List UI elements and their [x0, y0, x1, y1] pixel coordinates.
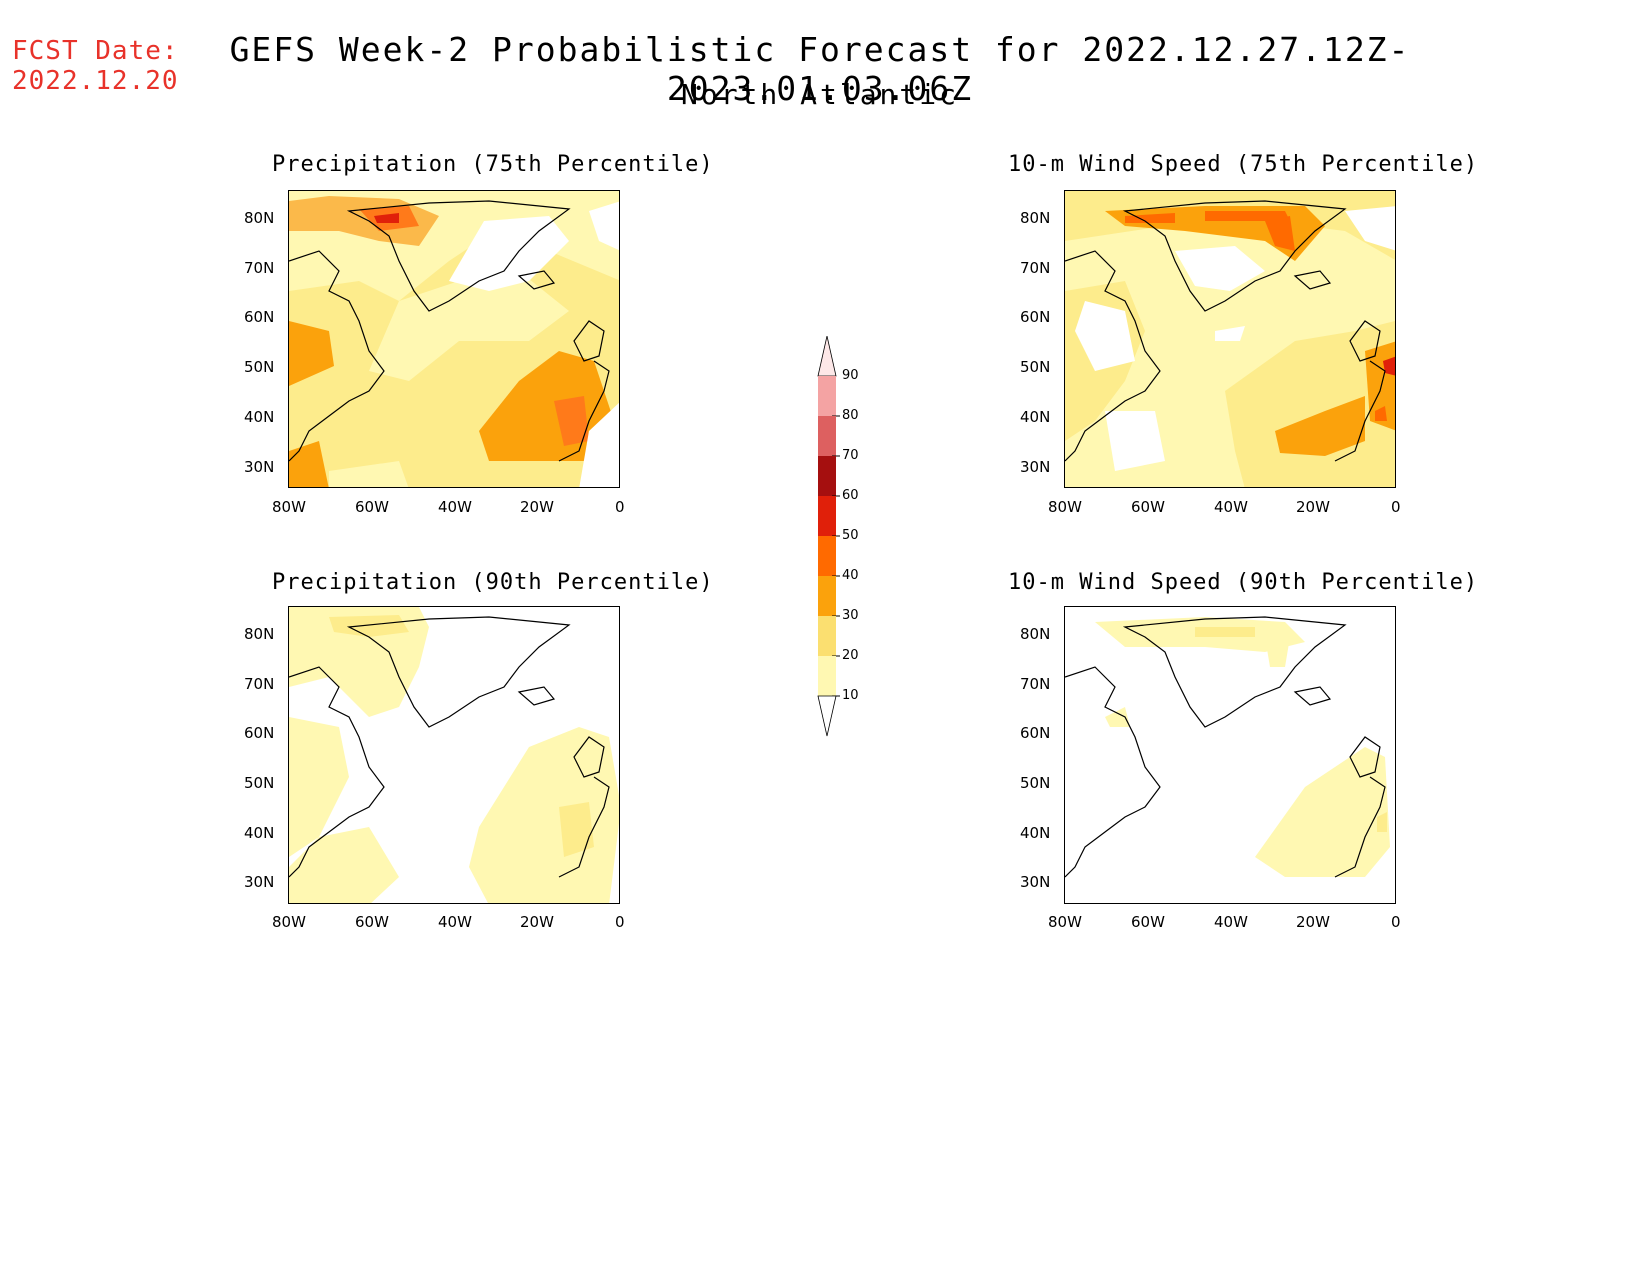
panel-title-precip-90: Precipitation (90th Percentile) [272, 570, 714, 595]
lon-label: 60W [355, 913, 389, 931]
colorbar [817, 336, 840, 737]
lat-label: 30N [1020, 873, 1051, 891]
lat-label: 40N [244, 824, 275, 842]
colorbar-level-label: 10 [842, 688, 859, 703]
lat-label: 50N [1020, 774, 1051, 792]
colorbar-level-label: 90 [842, 368, 859, 383]
colorbar-swatch [818, 376, 836, 416]
lon-label: 40W [438, 498, 472, 516]
colorbar-level-label: 80 [842, 408, 859, 423]
forecast-date-value: 2022.12.20 [12, 66, 179, 96]
lat-label: 60N [1020, 724, 1051, 742]
lon-label: 60W [1131, 913, 1165, 931]
lon-label: 0 [615, 913, 625, 931]
lon-label: 20W [520, 498, 554, 516]
map-precip-75 [288, 190, 620, 488]
lat-label: 50N [244, 774, 275, 792]
lat-label: 50N [1020, 358, 1051, 376]
lon-label: 0 [615, 498, 625, 516]
colorbar-level-label: 60 [842, 488, 859, 503]
colorbar-level-label: 30 [842, 608, 859, 623]
lon-label: 20W [1296, 498, 1330, 516]
region-subtitle: North Atlantic [680, 78, 959, 111]
forecast-date-label: FCST Date: [12, 36, 179, 66]
lat-label: 40N [244, 408, 275, 426]
lat-label: 30N [244, 873, 275, 891]
lat-label: 60N [244, 724, 275, 742]
lat-label: 40N [1020, 824, 1051, 842]
lat-label: 70N [1020, 675, 1051, 693]
colorbar-level-label: 20 [842, 648, 859, 663]
colorbar-level-label: 40 [842, 568, 859, 583]
map-wind-90 [1064, 606, 1396, 904]
colorbar-level-label: 50 [842, 528, 859, 543]
lon-label: 80W [272, 498, 306, 516]
lon-label: 80W [1048, 913, 1082, 931]
colorbar-level-label: 70 [842, 448, 859, 463]
colorbar-swatch [818, 456, 836, 496]
lon-label: 20W [1296, 913, 1330, 931]
lon-label: 60W [1131, 498, 1165, 516]
lat-label: 60N [1020, 308, 1051, 326]
lat-label: 80N [244, 625, 275, 643]
panel-title-wind-75: 10-m Wind Speed (75th Percentile) [1008, 152, 1479, 177]
lon-label: 80W [272, 913, 306, 931]
lon-label: 40W [1214, 913, 1248, 931]
lon-label: 20W [520, 913, 554, 931]
colorbar-swatch [818, 576, 836, 616]
colorbar-swatch [818, 616, 836, 656]
page-title: GEFS Week-2 Probabilistic Forecast for 2… [229, 30, 1411, 108]
panel-title-precip-75: Precipitation (75th Percentile) [272, 152, 714, 177]
colorbar-triangle-top [817, 336, 837, 377]
colorbar-swatch [818, 496, 836, 536]
lat-label: 60N [244, 308, 275, 326]
lat-label: 80N [244, 209, 275, 227]
lat-label: 70N [244, 259, 275, 277]
forecast-date-block: FCST Date: 2022.12.20 [12, 36, 179, 96]
lon-label: 0 [1391, 913, 1401, 931]
colorbar-swatch [818, 536, 836, 576]
lon-label: 40W [1214, 498, 1248, 516]
colorbar-triangle-bottom [817, 695, 837, 737]
lat-label: 70N [244, 675, 275, 693]
lat-label: 70N [1020, 259, 1051, 277]
colorbar-swatch [818, 416, 836, 456]
lat-label: 30N [1020, 458, 1051, 476]
lon-label: 0 [1391, 498, 1401, 516]
lat-label: 30N [244, 458, 275, 476]
lat-label: 80N [1020, 209, 1051, 227]
panel-title-wind-90: 10-m Wind Speed (90th Percentile) [1008, 570, 1479, 595]
map-precip-90 [288, 606, 620, 904]
lon-label: 60W [355, 498, 389, 516]
colorbar-swatch [818, 656, 836, 696]
map-wind-75 [1064, 190, 1396, 488]
lat-label: 50N [244, 358, 275, 376]
lat-label: 40N [1020, 408, 1051, 426]
lon-label: 80W [1048, 498, 1082, 516]
lon-label: 40W [438, 913, 472, 931]
lat-label: 80N [1020, 625, 1051, 643]
